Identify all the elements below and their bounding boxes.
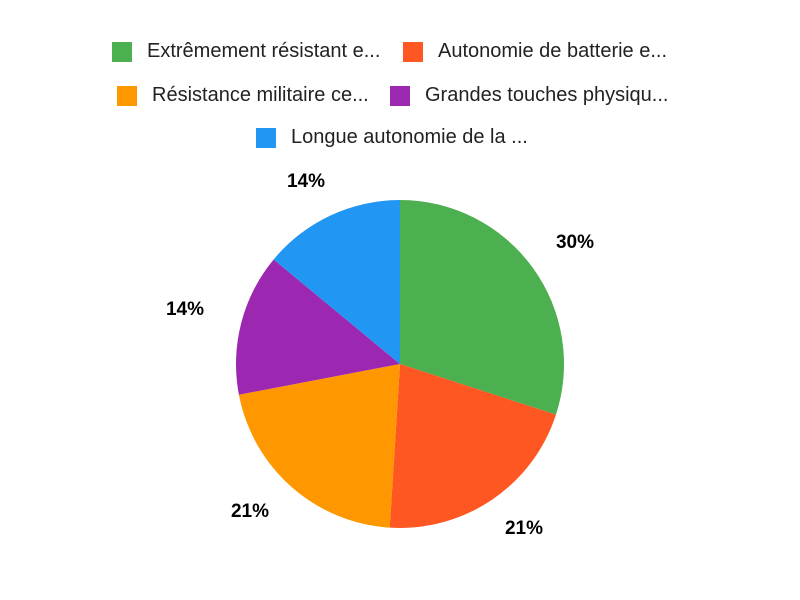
svg-text:21%: 21% xyxy=(505,518,543,539)
svg-text:30%: 30% xyxy=(556,232,594,253)
svg-text:14%: 14% xyxy=(287,171,325,192)
svg-text:14%: 14% xyxy=(166,299,204,320)
svg-text:21%: 21% xyxy=(231,501,269,522)
